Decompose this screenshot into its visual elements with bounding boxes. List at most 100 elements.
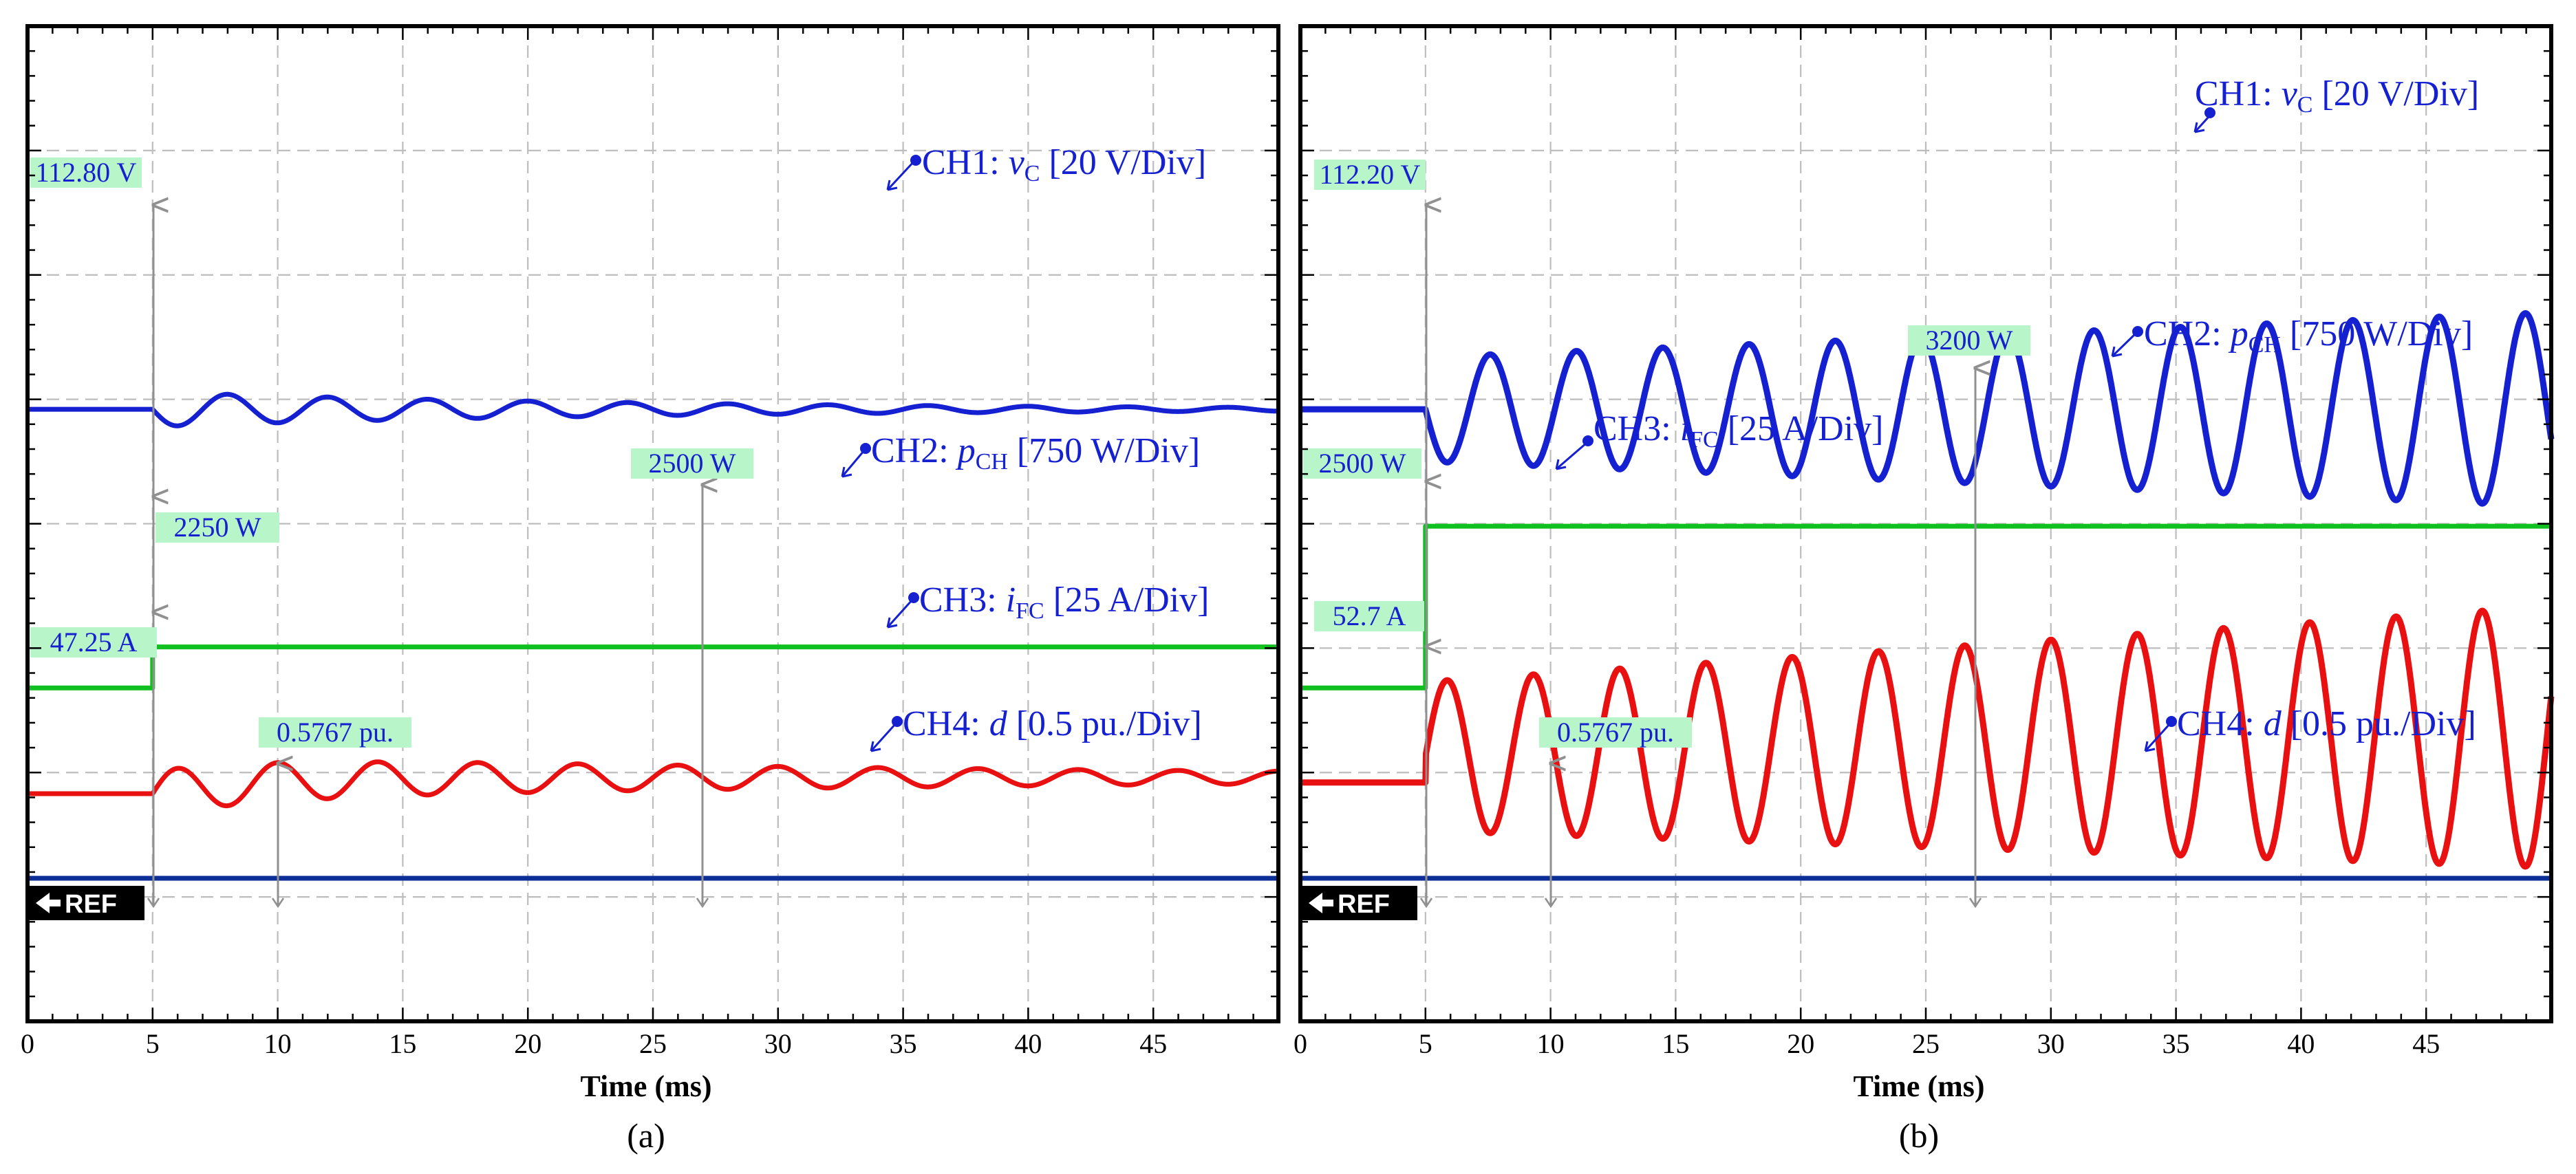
- ch4-value-box-b: [1539, 717, 1692, 748]
- ch2-final-value-a: 2500 W: [648, 448, 736, 479]
- trace-ch1-a: [25, 391, 1280, 428]
- ch1-label-main-a: CH1:: [922, 143, 1009, 182]
- ch4-value-a: 0.5767 pu.: [277, 717, 394, 748]
- x-tick-label-a: 40: [1014, 1028, 1042, 1059]
- ch3-label-scale-a: [25 A/Div]: [1044, 580, 1210, 620]
- ch3-label-a: CH3: iFC [25 A/Div]: [886, 580, 1210, 629]
- x-tick-label-b: 20: [1787, 1028, 1814, 1059]
- x-tick-label-b: 25: [1912, 1028, 1940, 1059]
- ch2-label-scale-b: [750 W/Div]: [2281, 314, 2473, 354]
- ch3-value-box-b: [1314, 601, 1424, 631]
- ref-label-a: REF: [65, 890, 117, 919]
- ch4-value-box-a: [259, 717, 411, 748]
- ch2-label-main-a: CH2:: [871, 431, 958, 470]
- traces-a: [25, 391, 1280, 881]
- x-tick-label-a: 20: [514, 1028, 541, 1059]
- svg-text:CH3: iFC [25 A/Div]: CH3: iFC [25 A/Div]: [1593, 409, 1884, 453]
- ch1-label-main-b: CH1:: [2195, 74, 2282, 113]
- panel-caption-a: (a): [627, 1116, 665, 1155]
- ch3-value-a: 47.25 A: [50, 627, 138, 657]
- value-annotations-b: 112.20 V 2500 W 3200 W 52.7 A 0.5767 pu.: [1303, 159, 2030, 748]
- ch2-initial-box-a: [155, 512, 279, 543]
- ch1-label-var-a: v: [1009, 143, 1025, 182]
- ch1-label-var-b: v: [2282, 74, 2298, 113]
- ch2-label-scale-a: [750 W/Div]: [1008, 431, 1200, 470]
- ch4-label-var-b: d: [2264, 704, 2282, 743]
- ch4-value-b: 0.5767 pu.: [1557, 717, 1674, 748]
- ch4-label-a: CH4: d [0.5 pu./Div]: [870, 704, 1202, 752]
- ch3-label-main-a: CH3:: [919, 580, 1006, 620]
- x-ticks-a: 0 5 10 15 20 25 30 35 40 45: [21, 25, 1280, 1059]
- ch3-label-scale-b: [25 A/Div]: [1719, 409, 1884, 448]
- ch4-label-b: CH4: d [0.5 pu./Div]: [2144, 704, 2476, 752]
- ch2-label-var-a: p: [955, 431, 976, 470]
- arrow-tails-b: [1419, 898, 1982, 909]
- x-tick-label-b: 10: [1537, 1028, 1565, 1059]
- svg-text:CH4: d [0.5 pu./Div]: CH4: d [0.5 pu./Div]: [2177, 704, 2476, 743]
- x-tick-label-a: 25: [639, 1028, 667, 1059]
- x-tick-label-a: 10: [264, 1028, 292, 1059]
- svg-text:CH4: d [0.5 pu./Div]: CH4: d [0.5 pu./Div]: [903, 704, 1202, 743]
- channel-labels-a: CH1: vC [20 V/Div] CH2: pCH [750 W/Div] …: [841, 143, 1210, 752]
- ch2-label-sub-b: CH: [2248, 332, 2281, 358]
- x-ticks-b: 0 5 10 15 20 25 30 35 40 45: [1294, 25, 2553, 1059]
- annotation-arrows-b: [1419, 205, 1982, 909]
- ch1-label-sub-b: C: [2297, 92, 2313, 118]
- ch2-final-box-b: [1908, 325, 2030, 356]
- ref-label-b: REF: [1338, 890, 1390, 919]
- arrow-tails-a: [147, 898, 709, 909]
- ch1-label-a: CH1: vC [20 V/Div]: [886, 143, 1206, 191]
- ch1-label-sub-a: C: [1024, 161, 1040, 186]
- trace-ch3-a: [25, 759, 1280, 809]
- value-annotations-a: 112.80 V 2250 W 2500 W 47.25 A 0.5767 pu…: [30, 157, 753, 748]
- ch3-value-b: 52.7 A: [1333, 600, 1406, 631]
- x-tick-label-a: 0: [21, 1028, 34, 1059]
- svg-text:CH1: vC [20 V/Div]: CH1: vC [20 V/Div]: [2195, 74, 2479, 118]
- x-tick-label-b: 0: [1294, 1028, 1307, 1059]
- ch2-label-b: CH2: pCH [750 W/Div]: [2111, 314, 2473, 358]
- ch2-final-box-a: [631, 448, 753, 479]
- x-tick-label-a: 5: [146, 1028, 160, 1059]
- x-axis-label-b: Time (ms): [1853, 1069, 1984, 1103]
- annotation-arrows-a: [147, 205, 709, 909]
- channel-labels-b: CH1: vC [20 V/Div] CH2: pCH [750 W/Div] …: [1555, 74, 2479, 752]
- ch1-label-scale-b: [20 V/Div]: [2312, 74, 2479, 113]
- ch1-value-b: 112.20 V: [1320, 159, 1421, 190]
- ch2-initial-box-b: [1303, 448, 1421, 479]
- x-axis-label-a: Time (ms): [580, 1069, 711, 1103]
- ch4-label-scale-b: [0.5 pu./Div]: [2282, 704, 2476, 743]
- x-tick-label-a: 30: [764, 1028, 792, 1059]
- x-tick-label-a: 15: [389, 1028, 416, 1059]
- ch2-final-value-b: 3200 W: [1925, 325, 2012, 356]
- ch3-value-box-a: [30, 627, 157, 657]
- x-tick-label-a: 35: [890, 1028, 917, 1059]
- ch3-label-sub-b: FC: [1690, 427, 1719, 453]
- ch2-label-a: CH2: pCH [750 W/Div]: [841, 431, 1200, 478]
- ch2-label-main-b: CH2:: [2144, 314, 2231, 354]
- ch4-label-main-b: CH4:: [2177, 704, 2264, 743]
- svg-text:CH2: pCH [750 W/Div]: CH2: pCH [750 W/Div]: [871, 431, 1200, 475]
- x-tick-label-b: 35: [2162, 1028, 2190, 1059]
- panel-b: 112.20 V 2500 W 3200 W 52.7 A 0.5767 pu.…: [1294, 24, 2555, 1155]
- trace-ch3-b: [1298, 607, 2555, 870]
- ch1-value-box-b: [1314, 160, 1426, 190]
- ch3-label-b: CH3: iFC [25 A/Div]: [1555, 409, 1884, 470]
- ch3-label-var-a: i: [1006, 580, 1016, 620]
- ch2-initial-value-b: 2500 W: [1318, 448, 1406, 479]
- ch3-label-var-b: i: [1680, 409, 1690, 448]
- x-tick-label-b: 45: [2412, 1028, 2440, 1059]
- svg-text:CH3: iFC [25 A/Div]: CH3: iFC [25 A/Div]: [919, 580, 1210, 624]
- x-tick-label-a: 45: [1139, 1028, 1167, 1059]
- x-tick-label-b: 15: [1662, 1028, 1689, 1059]
- x-tick-label-b: 30: [2037, 1028, 2065, 1059]
- ch3-label-sub-a: FC: [1016, 598, 1044, 624]
- ch4-label-scale-a: [0.5 pu./Div]: [1007, 704, 1202, 743]
- ch2-label-sub-a: CH: [976, 449, 1008, 475]
- svg-text:CH2: pCH [750 W/Div]: CH2: pCH [750 W/Div]: [2144, 314, 2473, 358]
- ch1-value-a: 112.80 V: [36, 157, 137, 188]
- ref-marker-b: REF: [1302, 886, 1417, 920]
- ch4-label-var-a: d: [989, 704, 1008, 743]
- ch1-label-scale-a: [20 V/Div]: [1040, 143, 1206, 182]
- x-tick-label-b: 40: [2287, 1028, 2315, 1059]
